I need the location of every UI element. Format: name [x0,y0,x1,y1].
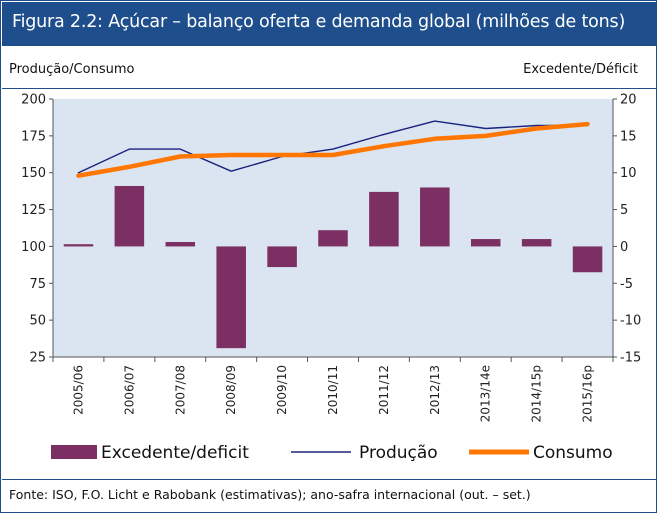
bar-excedente [572,246,603,273]
x-category-label: 2008/09 [224,365,238,415]
figure-header: Figura 2.2: Açúcar – balanço oferta e de… [2,2,657,46]
bar-excedente [470,239,501,247]
left-tick-label: 25 [29,351,46,366]
figure-title: Figura 2.2: Açúcar – balanço oferta e de… [12,12,626,32]
right-tick-label: -15 [620,351,641,366]
legend-excedente-label: Excedente/deficit [101,443,249,463]
left-tick-label: 100 [21,240,46,255]
x-category-label: 2014/15p [530,365,544,422]
plot-area [53,99,613,357]
divider-top [2,88,657,89]
x-category-label: 2010/11 [326,365,340,415]
legend-producao-label: Produção [359,443,438,463]
chart: 20017515012510075502520151050-5-10-15200… [21,93,641,464]
right-tick-label: 10 [620,166,637,181]
left-tick-label: 200 [21,93,46,108]
bar-excedente [420,187,450,247]
bar-excedente [369,191,399,247]
x-category-label: 2009/10 [275,365,289,415]
x-category-label: 2005/06 [71,365,85,415]
line-producao [77,120,589,174]
left-axis-title: Produção/Consumo [9,62,135,77]
line-consumo [76,121,590,178]
bar-excedente [318,230,348,247]
left-tick-label: 50 [29,314,46,329]
divider-bottom [2,479,657,480]
right-tick-label: 0 [620,240,628,255]
right-tick-label: 5 [620,203,628,218]
x-category-label: 2007/08 [173,365,187,415]
bar-excedente [114,185,145,247]
x-category-label: 2013/14e [479,365,493,422]
right-tick-label: 15 [620,129,637,144]
legend-consumo-label: Consumo [533,443,613,463]
bar-excedente [63,244,94,247]
x-category-label: 2015/16p [581,365,595,422]
right-tick-label: -5 [620,277,633,292]
x-category-label: 2011/12 [377,365,391,415]
left-tick-label: 75 [29,277,46,292]
x-category-label: 2006/07 [122,365,136,415]
right-axis-title: Excedente/Déficit [523,62,638,77]
right-tick-label: 20 [620,93,637,108]
left-tick-label: 150 [21,166,46,181]
bar-excedente [521,239,552,247]
legend-excedente-swatch [51,445,97,459]
left-tick-label: 175 [21,129,46,144]
left-tick-label: 125 [21,203,46,218]
right-tick-label: -10 [620,314,641,329]
bar-excedente [216,246,246,349]
bar-excedente [267,246,297,268]
source-note: Fonte: ISO, F.O. Licht e Rabobank (estim… [9,487,531,502]
bar-excedente [165,242,196,247]
x-category-label: 2012/13 [428,365,442,415]
